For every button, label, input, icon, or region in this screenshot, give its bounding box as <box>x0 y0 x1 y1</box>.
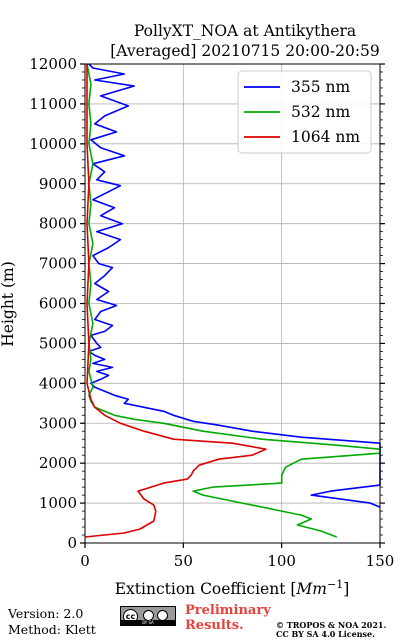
legend-label: 355 nm <box>291 78 350 96</box>
x-axis-label: Extinction Coefficient [Mm−1] <box>115 578 350 599</box>
x-tick-label: 100 <box>267 552 296 570</box>
cc-by-sa-icon: cc BY SA <box>120 606 176 626</box>
legend-box <box>237 70 372 154</box>
legend-label: 1064 nm <box>291 128 360 146</box>
y-tick-label: 1000 <box>39 494 77 512</box>
y-tick-label: 0 <box>67 534 77 552</box>
series-line-1 <box>88 63 381 508</box>
copyright-line: © TROPOS & NOA 2021. <box>276 620 387 630</box>
series-line-2 <box>86 63 381 538</box>
series-line-3 <box>84 64 267 538</box>
version-label: Version: 2.0 <box>8 606 84 621</box>
x-tick-label: 0 <box>80 552 90 570</box>
y-axis-label: Height (m) <box>0 261 17 347</box>
chart-title-line2: [Averaged] 20210715 20:00-20:59 <box>110 42 380 60</box>
cc-badge-strip: BY SA <box>121 620 175 625</box>
y-tick-label: 3000 <box>39 414 77 432</box>
y-tick-label: 4000 <box>39 374 77 392</box>
x-axis-title: Extinction Coefficient [Mm−1] <box>115 578 350 599</box>
legend: 355 nm 532 nm 1064 nm <box>237 70 372 154</box>
axis-ticks: 0100020003000400050006000700080009000100… <box>29 55 394 570</box>
y-tick-label: 5000 <box>39 334 77 352</box>
series-lines <box>84 63 381 538</box>
method-label: Method: Klett <box>8 622 96 637</box>
x-tick-label: 50 <box>174 552 193 570</box>
license-line: CC BY SA 4.0 License. <box>276 629 375 639</box>
y-tick-label: 2000 <box>39 454 77 472</box>
x-tick-label: 150 <box>366 552 395 570</box>
preliminary-label: Preliminary <box>185 603 271 618</box>
chart-title-line1: PollyXT_NOA at Antikythera <box>133 22 357 40</box>
y-tick-label: 10000 <box>29 135 77 153</box>
results-label: Results. <box>185 618 244 633</box>
y-tick-label: 8000 <box>39 215 77 233</box>
y-tick-label: 7000 <box>39 255 77 273</box>
y-tick-label: 9000 <box>39 175 77 193</box>
y-tick-label: 11000 <box>29 95 77 113</box>
legend-label: 532 nm <box>291 103 350 121</box>
y-tick-label: 6000 <box>39 295 77 313</box>
y-tick-label: 12000 <box>29 55 77 73</box>
